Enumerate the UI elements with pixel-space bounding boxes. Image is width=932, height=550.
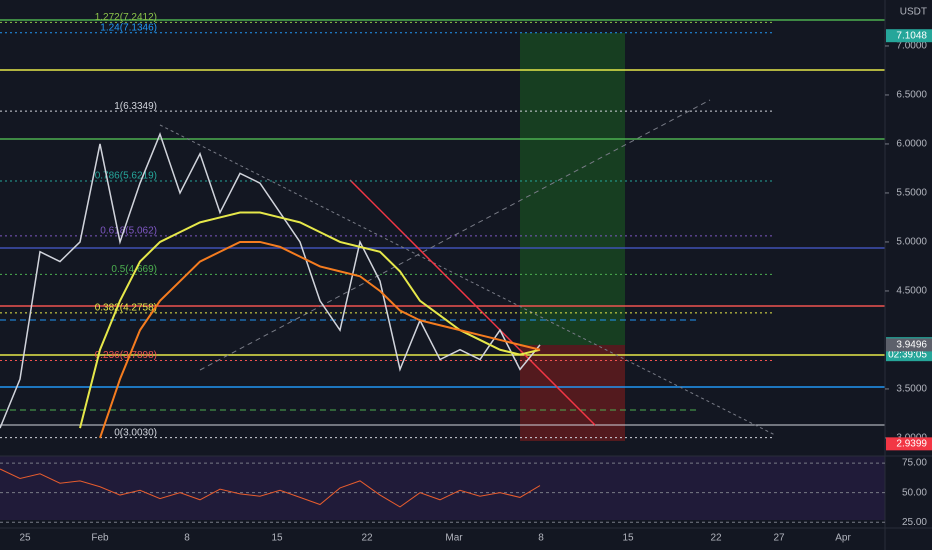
fib-label: 0.236(3.7898) [95,350,157,361]
fib-label: 0.618(5.062) [100,226,157,237]
y-tick-label: 3.5000 [896,384,927,395]
fib-label: 0.382(4.2758) [95,303,157,314]
fib-label: 0(3.0030) [114,427,157,438]
price-badge-label: 2.9399 [896,438,927,449]
x-tick-label: 8 [184,533,190,544]
currency-label: USDT [900,7,927,18]
price-badge-label: 7.1048 [896,30,927,41]
rsi-line [0,468,541,508]
x-tick-label: 27 [773,533,785,544]
y-tick-label: 6.0000 [896,139,927,150]
price-badge [886,338,932,352]
long-loss-zone [520,345,625,441]
fib-label: 0.5(4.669) [111,264,157,275]
trend-line [199,99,711,371]
x-tick-label: 15 [271,533,283,544]
rsi-tick-label: 25.00 [902,517,927,528]
y-tick-label: 4.5000 [896,286,927,297]
price-badge-label: 3.9496 [896,340,927,351]
fib-label: 1(6.3349) [114,101,157,112]
x-tick-label: 8 [538,533,544,544]
x-tick-label: 22 [361,533,373,544]
fib-label: 1.272(7.2412) [95,12,157,23]
y-tick-label: 6.5000 [896,90,927,101]
trend-line [349,179,596,426]
price-line [0,132,541,429]
y-tick-label: 5.5000 [896,188,927,199]
x-tick-label: Feb [91,533,109,544]
price-line [99,240,541,439]
rsi-tick-label: 50.00 [902,487,927,498]
x-tick-label: Apr [835,533,851,544]
rsi-band [0,456,885,520]
x-tick-label: 15 [622,533,634,544]
long-profit-zone [520,33,625,345]
x-tick-label: 22 [710,533,722,544]
fib-label: 1.24(7.1346) [100,22,157,33]
y-tick-label: 5.0000 [896,237,927,248]
rsi-tick-label: 75.00 [902,458,927,469]
price-badge-timer: 02:39:05 [888,349,927,360]
x-tick-label: 25 [19,533,31,544]
x-tick-label: Mar [445,533,463,544]
price-badge [886,29,932,43]
trend-line [159,124,776,436]
fib-label: 0.786(5.6219) [95,171,157,182]
y-tick-label: 7.0000 [896,41,927,52]
price-badge [886,437,932,451]
